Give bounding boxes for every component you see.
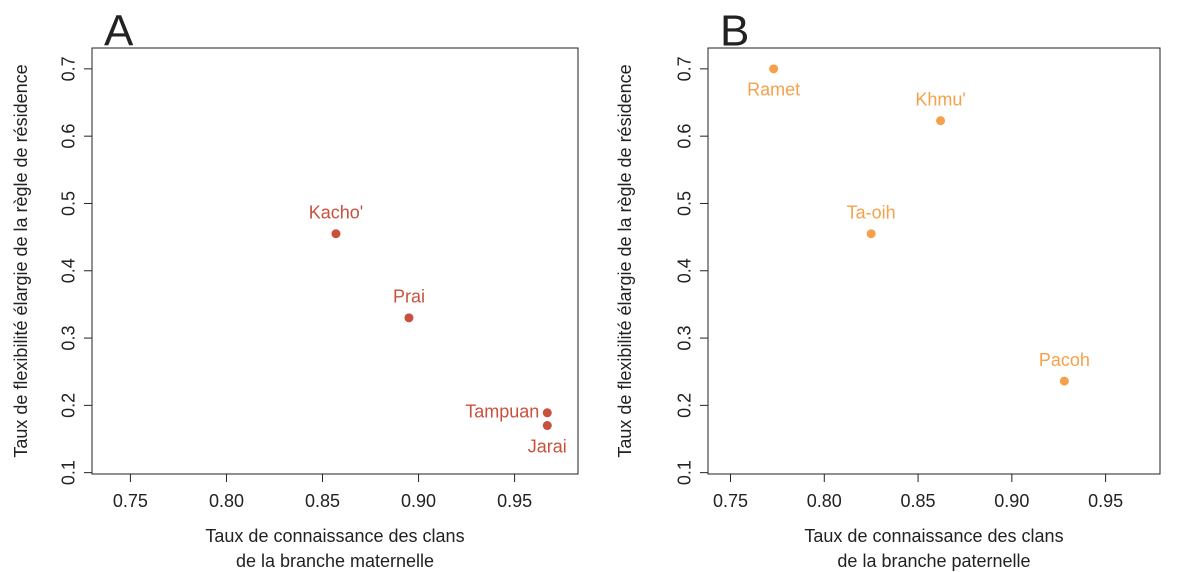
point-label: Pacoh [1039,350,1090,370]
x-axis-label: de la branche paternelle [837,551,1030,571]
x-tick-label: 0.95 [497,491,532,511]
y-tick-label: 0.6 [675,124,695,149]
point [936,116,946,126]
point-label: Prai [393,287,425,307]
y-tick-label: 0.2 [675,393,695,418]
y-tick-label: 0.3 [59,326,79,351]
y-tick-label: 0.4 [675,258,695,283]
y-tick-label: 0.6 [59,124,79,149]
y-tick-label: 0.4 [59,258,79,283]
x-tick-label: 0.95 [1088,491,1123,511]
y-tick-label: 0.1 [59,460,79,485]
panel-letter: A [104,7,134,56]
y-axis-label: Taux de flexibilité élargie de la règle … [615,64,635,457]
x-tick-label: 0.75 [113,491,148,511]
y-tick-label: 0.5 [59,191,79,216]
y-tick-label: 0.7 [675,56,695,81]
point [866,229,876,239]
x-tick-label: 0.90 [401,491,436,511]
point [769,64,779,74]
panel-letter: B [720,7,749,56]
x-axis-label: Taux de connaissance des clans [205,526,464,546]
point-label: Tampuan [465,402,539,422]
point-label: Ta-oih [847,202,896,222]
point-label: Kacho' [309,202,363,222]
point [404,313,414,323]
y-tick-label: 0.5 [675,191,695,216]
y-tick-label: 0.3 [675,326,695,351]
y-tick-label: 0.2 [59,393,79,418]
point-label: Khmu' [915,89,965,109]
x-axis-label: de la branche maternelle [236,551,434,571]
point-label: Ramet [747,80,800,100]
y-axis-label: Taux de flexibilité élargie de la règle … [11,64,31,457]
point [331,229,341,239]
x-tick-label: 0.75 [713,491,748,511]
x-tick-label: 0.80 [209,491,244,511]
x-tick-label: 0.90 [994,491,1029,511]
x-axis-label: Taux de connaissance des clans [804,526,1063,546]
point [542,408,552,418]
y-tick-label: 0.1 [675,460,695,485]
point-label: Jarai [528,436,567,456]
x-tick-label: 0.80 [807,491,842,511]
y-tick-label: 0.7 [59,56,79,81]
point [1059,376,1069,386]
plot-frame [707,47,1161,475]
x-tick-label: 0.85 [305,491,340,511]
point [542,421,552,431]
x-tick-label: 0.85 [901,491,936,511]
plot-frame [91,47,579,475]
